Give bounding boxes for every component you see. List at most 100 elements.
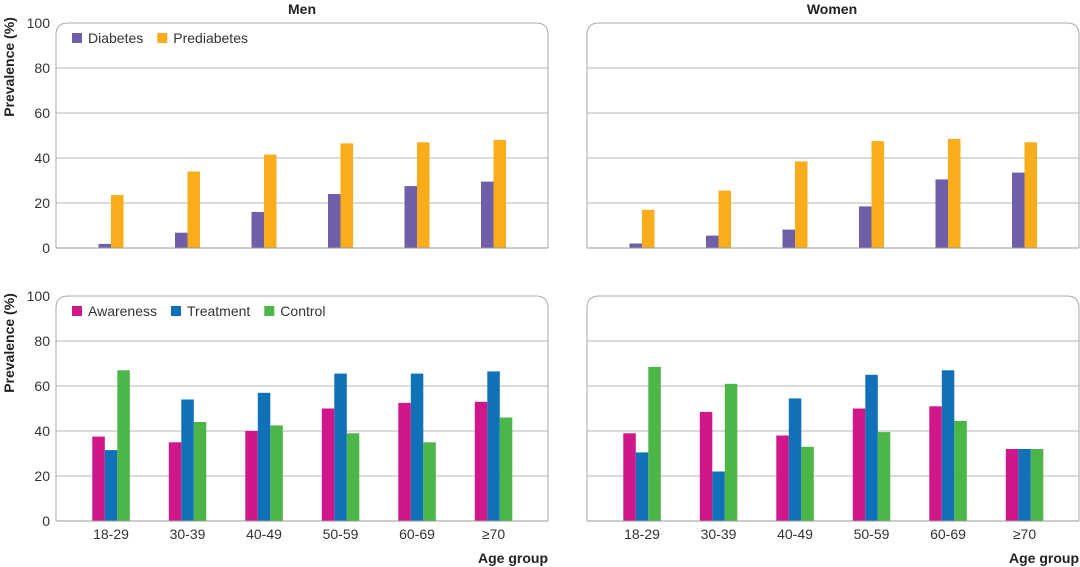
bar-prediabetes-≥70 <box>1024 142 1037 249</box>
x-tick-label: 30-39 <box>170 526 206 542</box>
legend-label-treatment: Treatment <box>187 303 250 319</box>
bar-awareness-50-59 <box>852 408 866 521</box>
bar-diabetes-60-69 <box>935 179 948 248</box>
bar-diabetes-50-59 <box>859 206 872 248</box>
bar-control-40-49 <box>801 446 814 522</box>
x-tick-label: 18-29 <box>93 526 129 542</box>
y-axis-label-bottom: Prevalence (%) <box>1 293 17 393</box>
bar-diabetes-40-49 <box>782 229 795 248</box>
x-tick-label: 50-59 <box>854 526 890 542</box>
bar-awareness-40-49 <box>245 431 258 521</box>
x-tick-label: 50-59 <box>323 526 359 542</box>
legend-swatch-awareness <box>72 306 82 316</box>
bar-treatment-30-39 <box>181 399 194 521</box>
bar-treatment-50-59 <box>334 373 347 521</box>
bar-control-30-39 <box>724 383 738 522</box>
bar-prediabetes-40-49 <box>795 161 808 248</box>
bar-prediabetes-18-29 <box>642 209 655 249</box>
bar-awareness-30-39 <box>168 442 182 522</box>
bar-prediabetes-18-29 <box>111 195 124 248</box>
bar-treatment-30-39 <box>712 471 725 521</box>
title-women: Women <box>807 1 857 17</box>
bar-awareness-18-29 <box>92 436 105 521</box>
bar-prediabetes-60-69 <box>948 138 961 248</box>
bar-treatment-40-49 <box>257 392 271 522</box>
bar-treatment-60-69 <box>410 373 424 521</box>
bar-control-50-59 <box>877 432 891 521</box>
bar-diabetes-18-29 <box>629 243 642 248</box>
bar-control-18-29 <box>648 366 661 521</box>
legend-swatch-diabetes <box>72 33 82 43</box>
panel-frame <box>55 295 549 521</box>
x-tick-label: ≥70 <box>482 526 505 542</box>
bar-control-≥70 <box>1030 449 1044 521</box>
y-tick-label: 0 <box>42 240 50 256</box>
bar-diabetes-30-39 <box>175 232 188 248</box>
bar-prediabetes-40-49 <box>264 154 277 248</box>
bar-control-≥70 <box>499 417 513 521</box>
title-men: Men <box>288 1 316 17</box>
bar-treatment-60-69 <box>941 370 955 522</box>
panel-women-top <box>586 22 1080 249</box>
y-tick-label: 40 <box>34 150 50 166</box>
bar-diabetes-50-59 <box>328 194 341 248</box>
x-tick-label: 18-29 <box>624 526 660 542</box>
x-tick-label: 60-69 <box>930 526 966 542</box>
bar-control-30-39 <box>193 422 207 521</box>
x-tick-label: 40-49 <box>246 526 282 542</box>
y-tick-label: 80 <box>34 333 50 349</box>
bar-treatment-≥70 <box>1018 449 1031 521</box>
bar-prediabetes-30-39 <box>718 190 731 248</box>
bar-diabetes-≥70 <box>1012 172 1025 248</box>
bar-treatment-18-29 <box>635 452 649 521</box>
legend-swatch-treatment <box>171 306 182 316</box>
bar-treatment-18-29 <box>104 450 118 521</box>
legend-swatch-prediabetes <box>157 33 168 43</box>
panel-frame <box>586 22 1080 248</box>
panel-frame <box>586 295 1080 521</box>
bar-diabetes-60-69 <box>404 186 417 248</box>
legend-swatch-control <box>264 306 275 316</box>
y-tick-label: 100 <box>27 15 51 31</box>
panel-men-top: 0 20 40 60 80 100 Diabetes Prediabetes <box>27 15 549 256</box>
bar-diabetes-30-39 <box>706 235 719 248</box>
panel-frame <box>55 22 549 248</box>
bar-control-60-69 <box>954 420 967 521</box>
bar-awareness-60-69 <box>398 402 411 521</box>
bar-control-60-69 <box>423 442 436 522</box>
bar-awareness-50-59 <box>321 408 335 521</box>
legend-label-control: Control <box>280 303 325 319</box>
legend-label-prediabetes: Prediabetes <box>173 30 248 46</box>
y-tick-label: 60 <box>34 105 50 121</box>
bar-awareness-18-29 <box>623 433 636 522</box>
bar-prediabetes-30-39 <box>187 171 200 248</box>
y-tick-label: 20 <box>34 468 50 484</box>
y-axis-label-top: Prevalence (%) <box>1 17 17 117</box>
x-axis-label-men: Age group <box>478 550 548 566</box>
x-tick-label: 30-39 <box>701 526 737 542</box>
chart-panels: 0 20 40 60 80 100 Diabetes Prediabetes 0 20 40 60 80… <box>27 15 1080 542</box>
panel-women-bottom: 18-29 30-39 40-49 50-59 60-69 ≥70 <box>586 295 1080 542</box>
legend-label-diabetes: Diabetes <box>88 30 143 46</box>
bar-treatment-≥70 <box>487 371 500 521</box>
bar-awareness-≥70 <box>474 401 488 522</box>
y-tick-label: 0 <box>42 513 50 529</box>
y-tick-label: 80 <box>34 60 50 76</box>
legend-label-awareness: Awareness <box>88 303 157 319</box>
x-tick-label: 40-49 <box>777 526 813 542</box>
bar-prediabetes-≥70 <box>493 140 506 248</box>
bar-control-50-59 <box>346 433 360 522</box>
bar-treatment-40-49 <box>788 398 802 521</box>
bar-prediabetes-50-59 <box>340 143 353 248</box>
y-tick-label: 60 <box>34 378 50 394</box>
bar-control-18-29 <box>117 370 130 522</box>
y-tick-label: 100 <box>27 288 51 304</box>
bar-treatment-50-59 <box>865 374 878 522</box>
bar-awareness-40-49 <box>776 435 789 521</box>
bar-diabetes-≥70 <box>481 181 494 248</box>
x-tick-label: 60-69 <box>399 526 435 542</box>
panel-men-bottom: 0 20 40 60 80 100 18-29 30-39 40-49 50-59 60-69 ≥70… <box>27 288 549 542</box>
y-tick-label: 40 <box>34 423 50 439</box>
bar-awareness-≥70 <box>1005 449 1019 521</box>
